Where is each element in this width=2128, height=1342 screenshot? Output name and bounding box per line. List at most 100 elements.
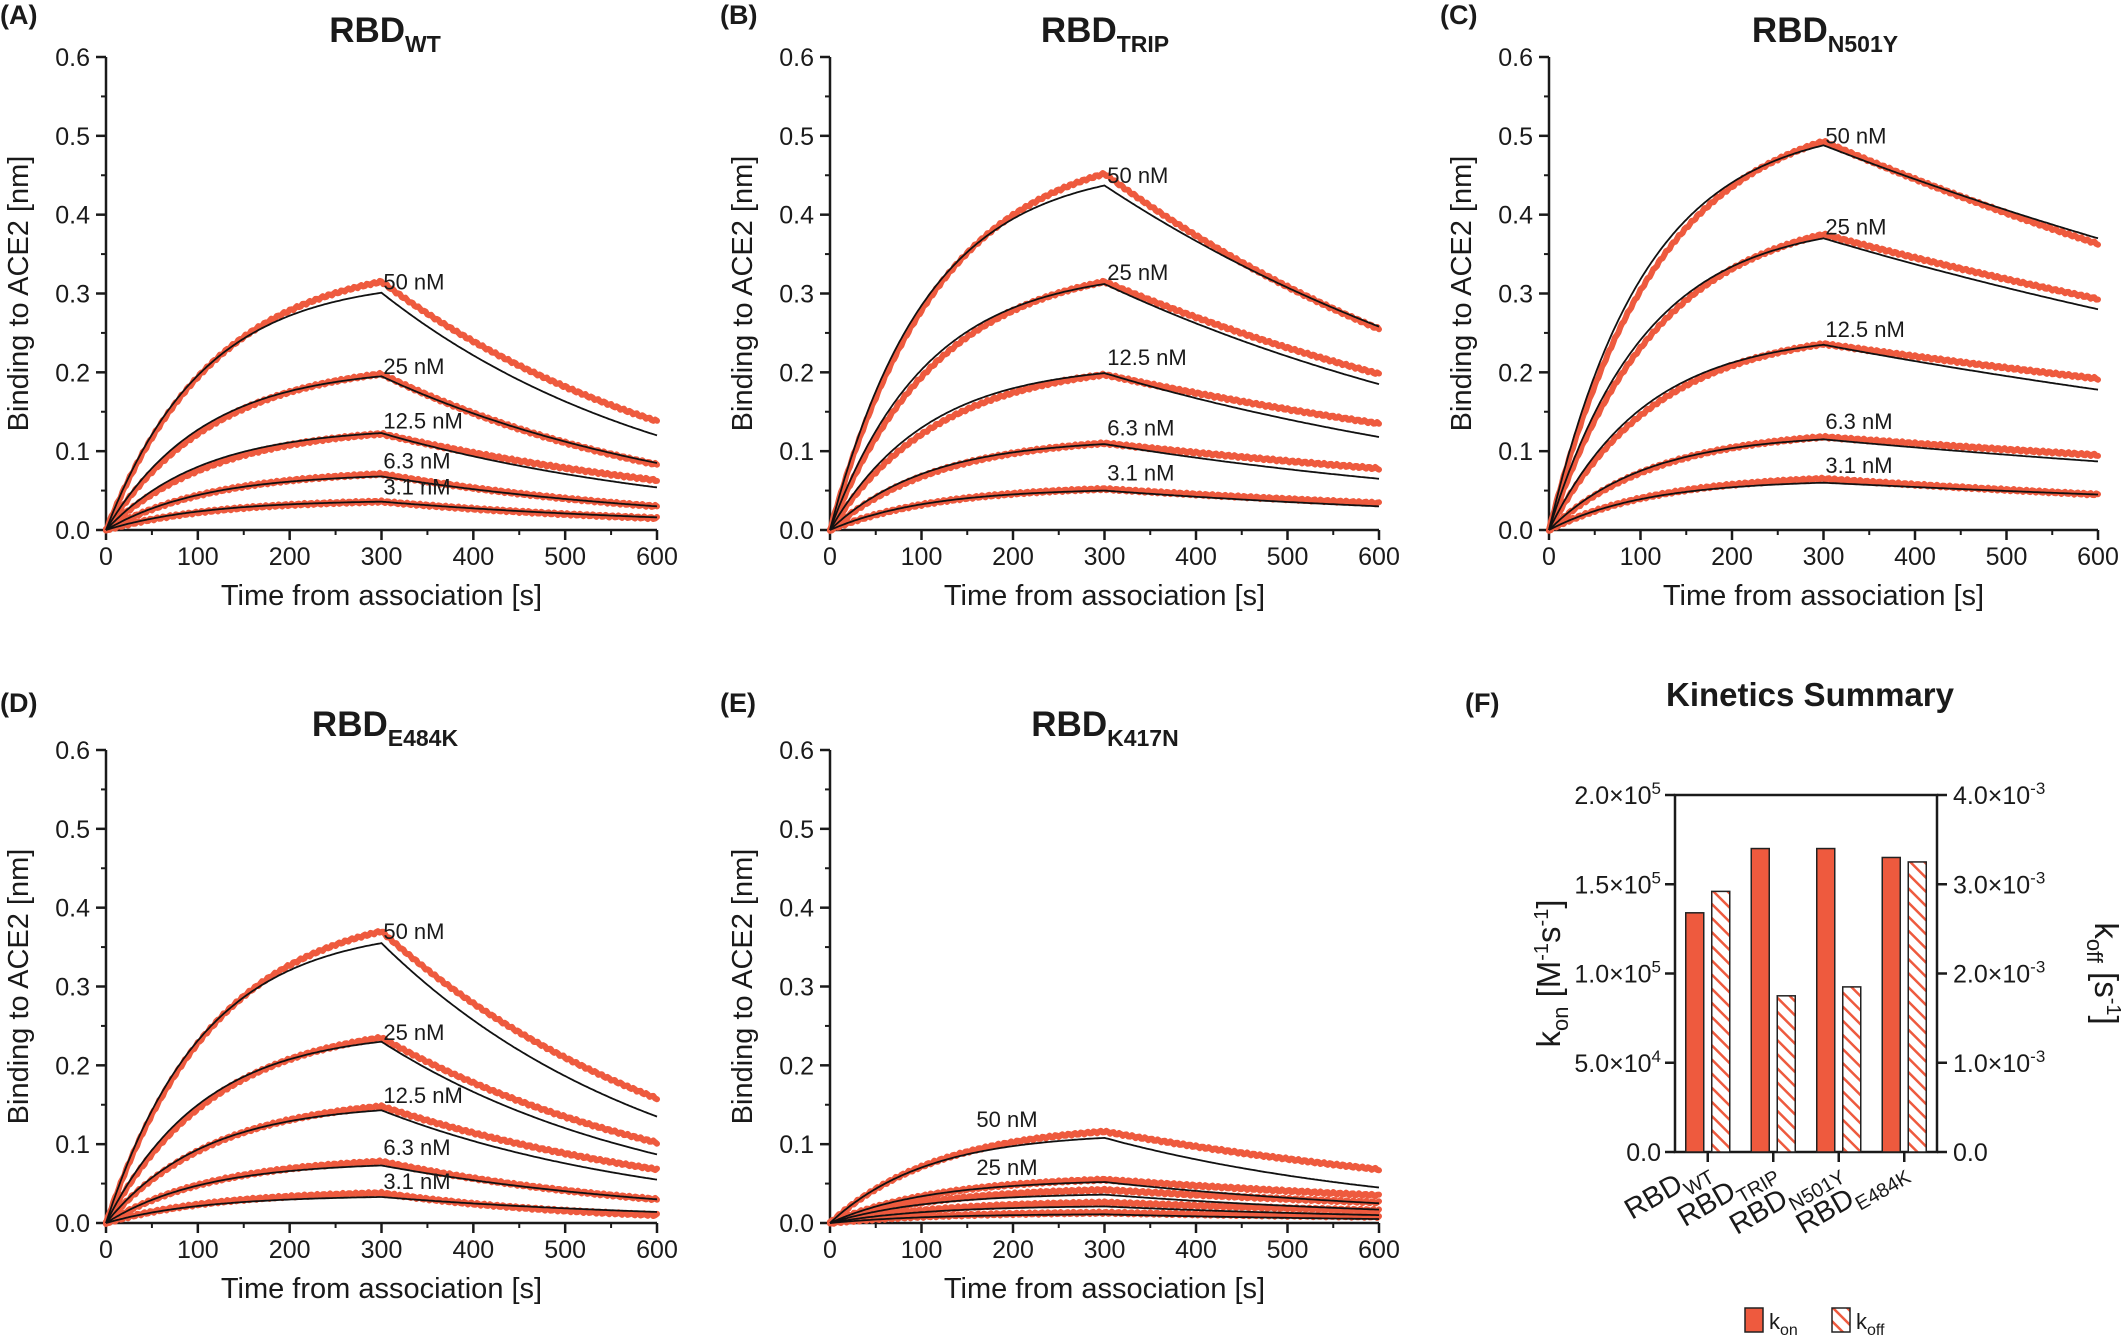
y-tick-label: 0.0 [1498, 517, 1533, 545]
x-tick-label: 600 [1358, 543, 1400, 571]
panel-title: RBDN501Y [1752, 11, 1898, 57]
x-tick-label: 200 [992, 1236, 1034, 1264]
legend-swatch-kon [1744, 1307, 1764, 1333]
y-tick-label: 0.5 [779, 123, 814, 151]
y-right-tick-label: 3.0×10-3 [1953, 868, 2045, 899]
panel-letter: (B) [720, 0, 757, 30]
data-trace [827, 1175, 1382, 1227]
panel-letter: (A) [0, 0, 37, 30]
data-trace [103, 928, 660, 1227]
y-axis-label: Binding to ACE2 [nm] [727, 849, 759, 1125]
y-right-tick-label: 1.0×10-3 [1953, 1047, 2045, 1078]
y-tick-label: 0.4 [55, 202, 90, 230]
y-tick-label: 0.0 [55, 1210, 90, 1238]
y-tick-label: 0.1 [55, 438, 90, 466]
fit-curve [1548, 343, 2099, 531]
x-tick-label: 400 [452, 543, 494, 571]
concentration-label: 12.5 nM [383, 408, 463, 433]
x-axis-label: Time from association [s] [221, 1273, 542, 1305]
fit-curve [829, 372, 1380, 531]
x-tick-label: 300 [361, 543, 403, 571]
fit-curve [1548, 438, 2099, 531]
concentration-label: 6.3 nM [1107, 415, 1174, 440]
legend-label-kon: kon [1769, 1309, 1798, 1339]
x-tick-label: 600 [636, 543, 678, 571]
y-tick-label: 0.2 [55, 359, 90, 387]
y-tick-label: 0.0 [779, 517, 814, 545]
x-tick-label: 100 [177, 543, 219, 571]
y-tick-label: 0.4 [55, 895, 90, 923]
legend-label-koff: koff [1856, 1309, 1885, 1339]
data-trace [827, 277, 1382, 533]
y-tick-label: 0.3 [779, 281, 814, 309]
x-tick-label: 400 [452, 1236, 494, 1264]
data-trace [103, 497, 660, 533]
koff-bar [1907, 861, 1927, 1153]
y-tick-label: 0.3 [779, 974, 814, 1002]
x-axis-label: Time from association [s] [944, 1273, 1265, 1305]
x-tick-label: 600 [1358, 1236, 1400, 1264]
x-tick-label: 0 [99, 1236, 113, 1264]
x-tick-label: 500 [544, 543, 586, 571]
x-tick-label: 500 [544, 1236, 586, 1264]
x-tick-label: 200 [269, 543, 311, 571]
fit-curve [105, 475, 658, 531]
sensorgram-panel-e: (E) RBDK417N 0 100 200 300 400 500 600 0.0 0.1 0.2 0… [720, 688, 1400, 1305]
y-right-axis-label: koff [s-1] [2082, 922, 2125, 1024]
x-tick-label: 100 [901, 543, 943, 571]
data-trace [103, 430, 660, 534]
sensorgram-panel-c: (C) RBDN501Y 0 100 200 300 400 500 600 0.0 0.1 0.2 0… [1440, 0, 2119, 612]
concentration-label: 3.1 nM [383, 1169, 450, 1194]
fit-curve [105, 375, 658, 531]
panel-title: RBDE484K [312, 705, 459, 751]
x-tick-label: 100 [901, 1236, 943, 1264]
x-axis-label: Time from association [s] [944, 580, 1265, 612]
x-tick-label: 600 [2077, 543, 2119, 571]
concentration-label: 50 nM [976, 1107, 1037, 1132]
y-tick-label: 0.4 [779, 202, 814, 230]
fit-curve [105, 500, 658, 531]
fit-curve [105, 942, 658, 1224]
concentration-label: 25 nM [1107, 260, 1168, 285]
y-left-axis-label: kon [M-1s-1] [1530, 899, 1573, 1047]
sensorgram-panel-d: (D) RBDE484K 0 100 200 300 400 500 600 0.0 0.1 0.2 0… [0, 688, 678, 1305]
fit-curve [829, 1193, 1380, 1224]
y-tick-label: 0.0 [779, 1210, 814, 1238]
concentration-label: 25 nM [383, 1020, 444, 1045]
fit-curve [105, 1040, 658, 1224]
y-axis-label: Binding to ACE2 [nm] [3, 849, 35, 1125]
concentration-label: 50 nM [383, 270, 444, 295]
legend: kon koff [1744, 1307, 1885, 1339]
fit-curve [105, 1196, 658, 1224]
concentration-label: 12.5 nM [1825, 317, 1905, 342]
x-tick-label: 0 [823, 1236, 837, 1264]
legend-swatch-koff [1831, 1307, 1851, 1333]
y-right-tick-label: 4.0×10-3 [1953, 779, 2045, 810]
fit-curve [829, 1181, 1380, 1224]
y-tick-label: 0.0 [55, 517, 90, 545]
concentration-label: 3.1 nM [1107, 460, 1174, 485]
concentration-label: 6.3 nM [383, 1135, 450, 1160]
sensorgram-panel-b: (B) RBDTRIP 0 100 200 300 400 500 600 0.0 0.1 0.2 0.… [720, 0, 1400, 612]
y-tick-label: 0.2 [779, 359, 814, 387]
fit-curve [105, 1109, 658, 1224]
y-tick-label: 0.4 [1498, 202, 1533, 230]
concentration-label: 25 nM [976, 1155, 1037, 1180]
y-left-tick-label: 5.0×104 [1574, 1047, 1661, 1078]
y-tick-label: 0.4 [779, 895, 814, 923]
sensorgram-panel-a: (A) RBDWT 0 100 200 300 400 500 600 0.0 0.1 0.2 0.3 0… [0, 0, 678, 612]
concentration-label: 6.3 nM [1825, 409, 1892, 434]
fit-curve [1548, 481, 2098, 531]
x-axis-label: Time from association [s] [221, 580, 542, 612]
x-tick-label: 200 [992, 543, 1034, 571]
panel-letter: (F) [1465, 688, 1499, 718]
concentration-label: 25 nM [383, 354, 444, 379]
y-tick-label: 0.6 [1498, 44, 1533, 72]
data-trace [1546, 474, 2101, 534]
y-tick-label: 0.6 [55, 44, 90, 72]
y-tick-label: 0.6 [779, 737, 814, 765]
y-tick-label: 0.2 [1498, 359, 1533, 387]
x-tick-label: 600 [636, 1236, 678, 1264]
y-tick-label: 0.1 [55, 1131, 90, 1159]
